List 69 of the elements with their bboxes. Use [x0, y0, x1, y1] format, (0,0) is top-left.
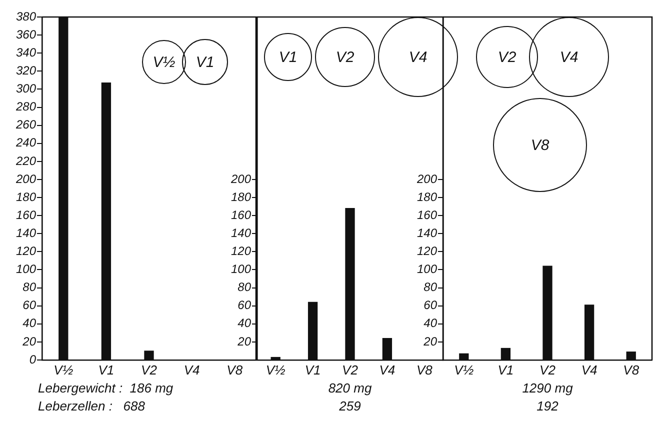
y-tick-label: 200	[416, 172, 438, 186]
y-tick-label: 260	[14, 118, 36, 132]
text: 259	[338, 398, 361, 414]
y-tick-label: 160	[230, 208, 252, 222]
y-tick-label: 60	[238, 298, 252, 312]
y-tick-label: 140	[416, 226, 438, 240]
x-tick-label: V½	[454, 362, 474, 378]
circle-icon: V2	[315, 27, 375, 87]
y-tick-label: 300	[16, 82, 36, 96]
y-tick-label: 180	[230, 190, 252, 204]
text: Leberzellen : 688	[38, 398, 146, 414]
y-tick-label: 180	[416, 190, 438, 204]
x-tick-label: V1	[304, 362, 321, 378]
y-tick-label: 140	[16, 226, 36, 240]
y-tick-label: 60	[424, 298, 438, 312]
y-tick-label: 200	[230, 172, 252, 186]
y-tick-label: 20	[236, 334, 252, 348]
y-tick-label: 60	[22, 298, 36, 312]
y-tick-label: 80	[238, 280, 252, 294]
x-tick-label: V2	[540, 362, 556, 378]
y-tick-label: 80	[22, 280, 36, 294]
y-tick-label: 20	[422, 334, 438, 348]
y-tick-label: 280	[14, 100, 36, 114]
text: 192	[536, 398, 560, 414]
y-tick-label: 360	[16, 27, 36, 42]
x-tick-label: V4	[379, 362, 396, 378]
y-tick-label: 340	[16, 45, 36, 60]
y-tick-label: 140	[230, 226, 252, 240]
y-tick-label: 0	[29, 352, 36, 366]
x-tick-label: V1	[98, 362, 114, 378]
y-tick-label: 160	[416, 208, 438, 222]
x-tick-label: V2	[342, 362, 359, 378]
x-tick-label: V8	[623, 362, 640, 378]
y-tick-label: 40	[238, 316, 252, 330]
circle-icon: V1	[264, 33, 312, 81]
x-tick-label: V8	[416, 362, 434, 378]
y-tick-label: 240	[14, 136, 36, 150]
x-tick-label: V½	[266, 362, 286, 378]
x-tick-label: V1	[498, 362, 514, 378]
y-tick-label: 160	[16, 208, 36, 222]
x-tick-label: V2	[141, 362, 158, 378]
circle-icon: V2	[476, 26, 538, 88]
y-tick-label: 100	[230, 262, 252, 276]
circle-icon: V1	[182, 39, 228, 85]
x-tick-label: V½	[54, 362, 74, 378]
y-tick-label: 80	[424, 280, 438, 294]
y-tick-label: 320	[16, 64, 36, 78]
x-tick-label: V4	[581, 362, 598, 378]
y-tick-label: 120	[416, 244, 438, 258]
y-tick-label: 120	[230, 244, 252, 258]
x-axis-title: 820 mg	[328, 380, 372, 396]
y-tick-label: 40	[22, 316, 36, 330]
y-tick-label: 20	[22, 334, 36, 348]
circle-icon: V8	[493, 98, 587, 192]
circle-icon: V4	[378, 17, 458, 97]
circle-icon: V½	[142, 40, 186, 84]
circle-icon: V4	[529, 17, 609, 97]
x-tick-label: V8	[226, 362, 244, 378]
y-tick-label: 100	[416, 262, 438, 276]
y-tick-label: 120	[16, 244, 36, 258]
y-tick-label: 40	[424, 316, 438, 330]
x-axis-title: Lebergewicht : 186 mg	[38, 380, 174, 396]
y-tick-label: 100	[16, 262, 36, 276]
y-tick-label: 180	[16, 190, 36, 204]
y-tick-label: 200	[14, 172, 36, 186]
y-tick-label: 380	[16, 9, 36, 24]
y-tick-label: 220	[14, 154, 36, 168]
x-axis-title: 1290 mg	[522, 380, 574, 396]
x-tick-label: V4	[184, 362, 200, 378]
